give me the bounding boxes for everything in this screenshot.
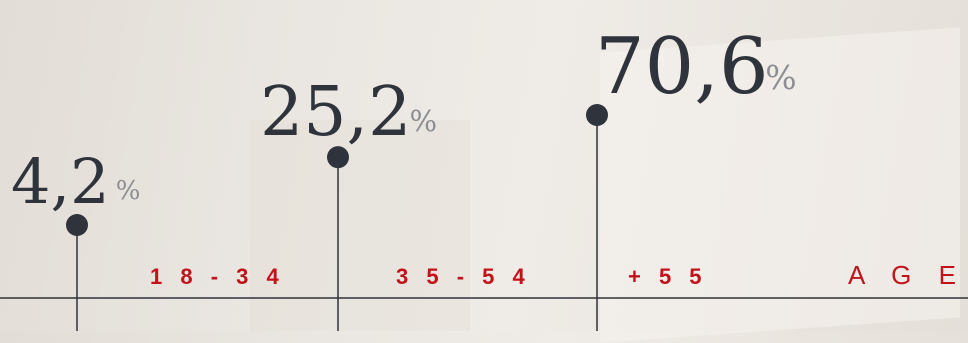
unit-label: % bbox=[116, 176, 141, 206]
background-panel bbox=[250, 120, 470, 331]
unit-label: % bbox=[409, 104, 437, 138]
unit-label: % bbox=[765, 58, 796, 97]
lollipop-dot bbox=[586, 104, 608, 126]
value-label: 70,6 bbox=[595, 22, 769, 112]
category-label: 1 8 - 3 4 bbox=[150, 264, 285, 289]
x-axis-label: A G E bbox=[848, 260, 966, 290]
chart-marks: 4,2 % 1 8 - 3 4 25,2% 3 5 - 5 4 70,6% + 5 5 bbox=[11, 22, 797, 331]
category-label: + 5 5 bbox=[628, 264, 708, 289]
category-label: 3 5 - 5 4 bbox=[396, 264, 531, 289]
value-label: 25,2 bbox=[260, 73, 411, 152]
age-lollipop-chart: 4,2 % 1 8 - 3 4 25,2% 3 5 - 5 4 70,6% + 5 5 A … bbox=[0, 22, 968, 331]
value-label: 4,2 bbox=[11, 145, 110, 218]
lollipop-dot bbox=[327, 146, 349, 169]
lollipop-dot bbox=[66, 214, 88, 236]
